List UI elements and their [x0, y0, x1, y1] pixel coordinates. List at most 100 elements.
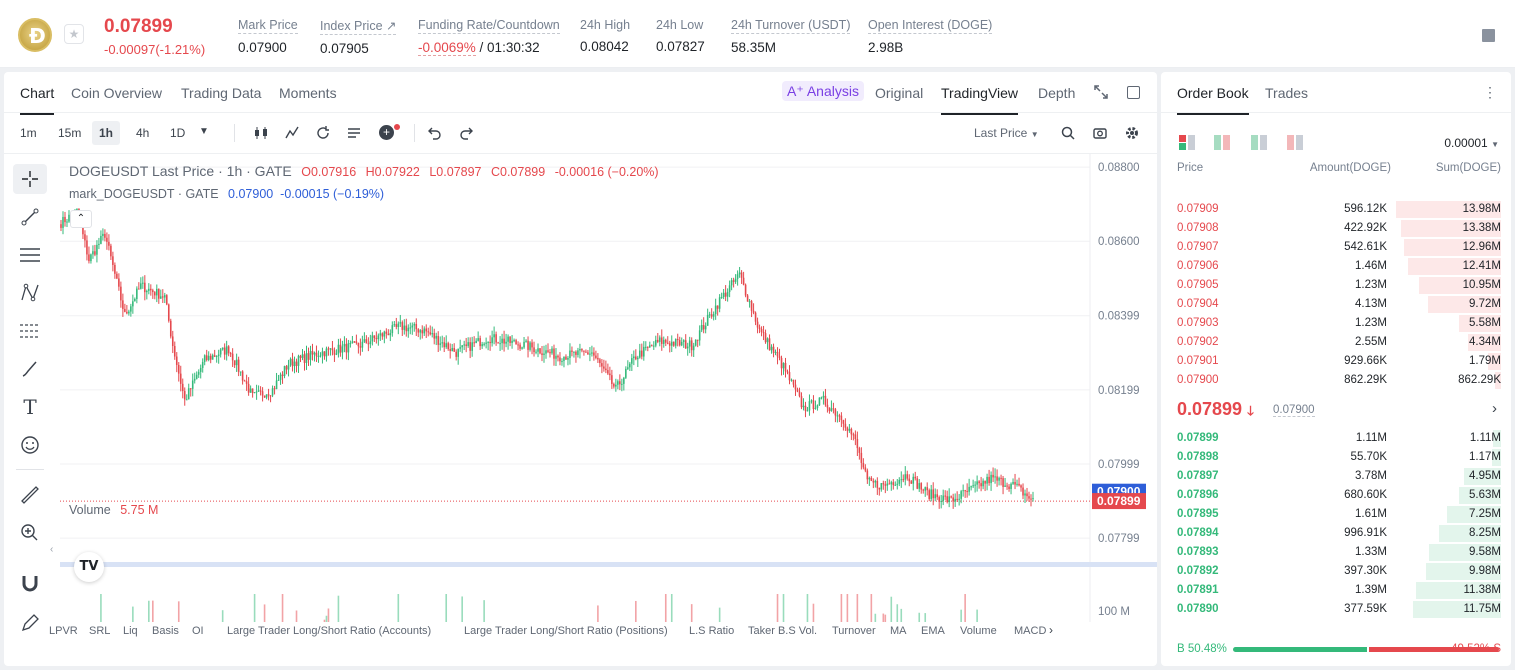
view-bids-icon[interactable]: [1251, 135, 1267, 150]
interval-1h[interactable]: 1h: [92, 121, 121, 145]
ask-row[interactable]: 0.07909 596.12K 13.98M: [1161, 200, 1511, 219]
ask-row[interactable]: 0.07906 1.46M 12.41M: [1161, 257, 1511, 276]
indicator-turnover[interactable]: Turnover: [832, 625, 876, 637]
ask-row[interactable]: 0.07901 929.66K 1.79M: [1161, 352, 1511, 371]
bid-row[interactable]: 0.07898 55.70K 1.17M: [1161, 448, 1511, 467]
undo-icon[interactable]: [428, 126, 442, 140]
volume-bar: [337, 595, 340, 622]
chevron-right-icon[interactable]: ›: [1492, 400, 1497, 417]
redo-icon[interactable]: [459, 126, 473, 140]
tab-coin-overview[interactable]: Coin Overview: [71, 85, 163, 101]
emoji-tool[interactable]: [13, 430, 47, 460]
add-plus-icon[interactable]: +: [379, 125, 394, 140]
more-options-icon[interactable]: ⋮: [1483, 84, 1497, 100]
price-chart[interactable]: 0.08800 0.08600 0.08399 0.08199 0.07999 0.077…: [4, 154, 1157, 622]
indicator-volume[interactable]: Volume: [960, 625, 997, 637]
bid-row[interactable]: 0.07897 3.78M 4.95M: [1161, 467, 1511, 486]
candle-body: [658, 337, 661, 342]
tab-moments[interactable]: Moments: [279, 85, 337, 101]
candle-type-icon[interactable]: [254, 126, 268, 140]
view-both-icon[interactable]: [1179, 135, 1195, 150]
tab-tradingview[interactable]: TradingView: [941, 85, 1019, 115]
tradingview-logo-icon[interactable]: TV: [74, 552, 104, 582]
interval-1d[interactable]: 1D: [170, 126, 186, 140]
tab-depth[interactable]: Depth: [1038, 85, 1076, 101]
bid-row[interactable]: 0.07899 1.11M 1.11M: [1161, 429, 1511, 448]
pencil-lock-tool[interactable]: [13, 608, 47, 638]
bid-row[interactable]: 0.07895 1.61M 7.25M: [1161, 505, 1511, 524]
ask-row[interactable]: 0.07907 542.61K 12.96M: [1161, 238, 1511, 257]
interval-dropdown-icon[interactable]: ▼: [199, 126, 209, 137]
guide-book-icon[interactable]: [1482, 29, 1495, 42]
replay-icon[interactable]: [316, 126, 330, 140]
pattern-tool[interactable]: [13, 278, 47, 308]
indicator-ma[interactable]: MA: [890, 625, 907, 637]
zoom-tool[interactable]: [13, 518, 47, 548]
gear-icon[interactable]: [1125, 126, 1139, 140]
interval-15m[interactable]: 15m: [58, 126, 82, 140]
bid-row[interactable]: 0.07896 680.60K 5.63M: [1161, 486, 1511, 505]
bid-row[interactable]: 0.07892 397.30K 9.98M: [1161, 562, 1511, 581]
ask-row[interactable]: 0.07908 422.92K 13.38M: [1161, 219, 1511, 238]
indicator-l-s-ratio[interactable]: L.S Ratio: [689, 625, 735, 637]
indicators-icon[interactable]: [285, 126, 299, 140]
indicator-large-trader-long-short-ratio-positions-[interactable]: Large Trader Long/Short Ratio (Positions…: [464, 625, 668, 637]
camera-icon[interactable]: [1093, 126, 1107, 140]
search-icon[interactable]: [1061, 126, 1075, 140]
horizontal-lines-tool[interactable]: [13, 240, 47, 270]
trend-line-tool[interactable]: [13, 202, 47, 232]
fib-tool[interactable]: [13, 316, 47, 346]
view-mixed-icon[interactable]: [1214, 135, 1230, 150]
indicator-srl[interactable]: SRL: [89, 625, 111, 637]
indicator-oi[interactable]: OI: [192, 625, 204, 637]
stat-index-price[interactable]: Index Price ↗ 0.07905: [320, 18, 397, 56]
view-asks-icon[interactable]: [1287, 135, 1303, 150]
ask-row[interactable]: 0.07905 1.23M 10.95M: [1161, 276, 1511, 295]
indicator-scroll-right-icon[interactable]: ›: [1049, 623, 1053, 637]
collapse-legend-icon[interactable]: ⌃: [70, 210, 92, 228]
ask-row[interactable]: 0.07903 1.23M 5.58M: [1161, 314, 1511, 333]
candle-body: [361, 341, 364, 348]
favorite-star-icon[interactable]: ★: [64, 24, 84, 44]
measure-tool[interactable]: [13, 480, 47, 510]
volume-bar: [776, 594, 779, 622]
tab-order-book[interactable]: Order Book: [1177, 85, 1249, 115]
indicator-liq[interactable]: Liq: [123, 625, 138, 637]
ask-row[interactable]: 0.07902 2.55M 4.34M: [1161, 333, 1511, 352]
bid-row[interactable]: 0.07891 1.39M 11.38M: [1161, 581, 1511, 600]
stat-24h-turnover[interactable]: 24h Turnover (USDT) 58.35M: [731, 18, 851, 55]
text-tool[interactable]: T: [13, 392, 47, 422]
tab-trades[interactable]: Trades: [1265, 85, 1309, 101]
ask-row[interactable]: 0.07904 4.13M 9.72M: [1161, 295, 1511, 314]
collapse-toolbar-icon[interactable]: ‹: [50, 544, 54, 555]
precision-select[interactable]: 0.00001 ▼: [1444, 136, 1499, 150]
indicator-taker-b-s-vol-[interactable]: Taker B.S Vol.: [748, 625, 818, 637]
indicator-basis[interactable]: Basis: [152, 625, 179, 637]
stat-funding-rate[interactable]: Funding Rate/Countdown -0.0069% / 01:30:…: [418, 18, 560, 56]
indicator-macd[interactable]: MACD: [1014, 625, 1047, 637]
window-icon[interactable]: [1127, 86, 1140, 99]
tab-trading-data[interactable]: Trading Data: [181, 85, 262, 101]
tab-original[interactable]: Original: [875, 85, 924, 101]
interval-4h[interactable]: 4h: [136, 126, 150, 140]
indicator-large-trader-long-short-ratio-accounts-[interactable]: Large Trader Long/Short Ratio (Accounts): [227, 625, 432, 637]
bid-row[interactable]: 0.07894 996.91K 8.25M: [1161, 524, 1511, 543]
candle-body: [605, 368, 607, 371]
stat-open-interest[interactable]: Open Interest (DOGE) 2.98B: [868, 18, 993, 55]
tab-chart[interactable]: Chart: [20, 85, 55, 115]
brush-tool[interactable]: [13, 354, 47, 384]
bid-row[interactable]: 0.07893 1.33M 9.58M: [1161, 543, 1511, 562]
indicator-ema[interactable]: EMA: [921, 625, 945, 637]
templates-icon[interactable]: [347, 126, 361, 140]
expand-icon[interactable]: [1094, 85, 1108, 99]
bid-sum: 11.75M: [1463, 603, 1501, 615]
analysis-button[interactable]: A⁺ Analysis: [782, 81, 864, 101]
indicator-lpvr[interactable]: LPVR: [49, 625, 78, 637]
stat-mark-price[interactable]: Mark Price 0.07900: [238, 18, 298, 55]
price-type-select[interactable]: Last Price ▼: [974, 126, 1039, 140]
crosshair-tool[interactable]: [13, 164, 47, 194]
interval-1m[interactable]: 1m: [20, 126, 37, 140]
ask-row[interactable]: 0.07900 862.29K 862.29K: [1161, 371, 1511, 390]
bid-row[interactable]: 0.07890 377.59K 11.75M: [1161, 600, 1511, 619]
magnet-tool[interactable]: [13, 568, 47, 598]
